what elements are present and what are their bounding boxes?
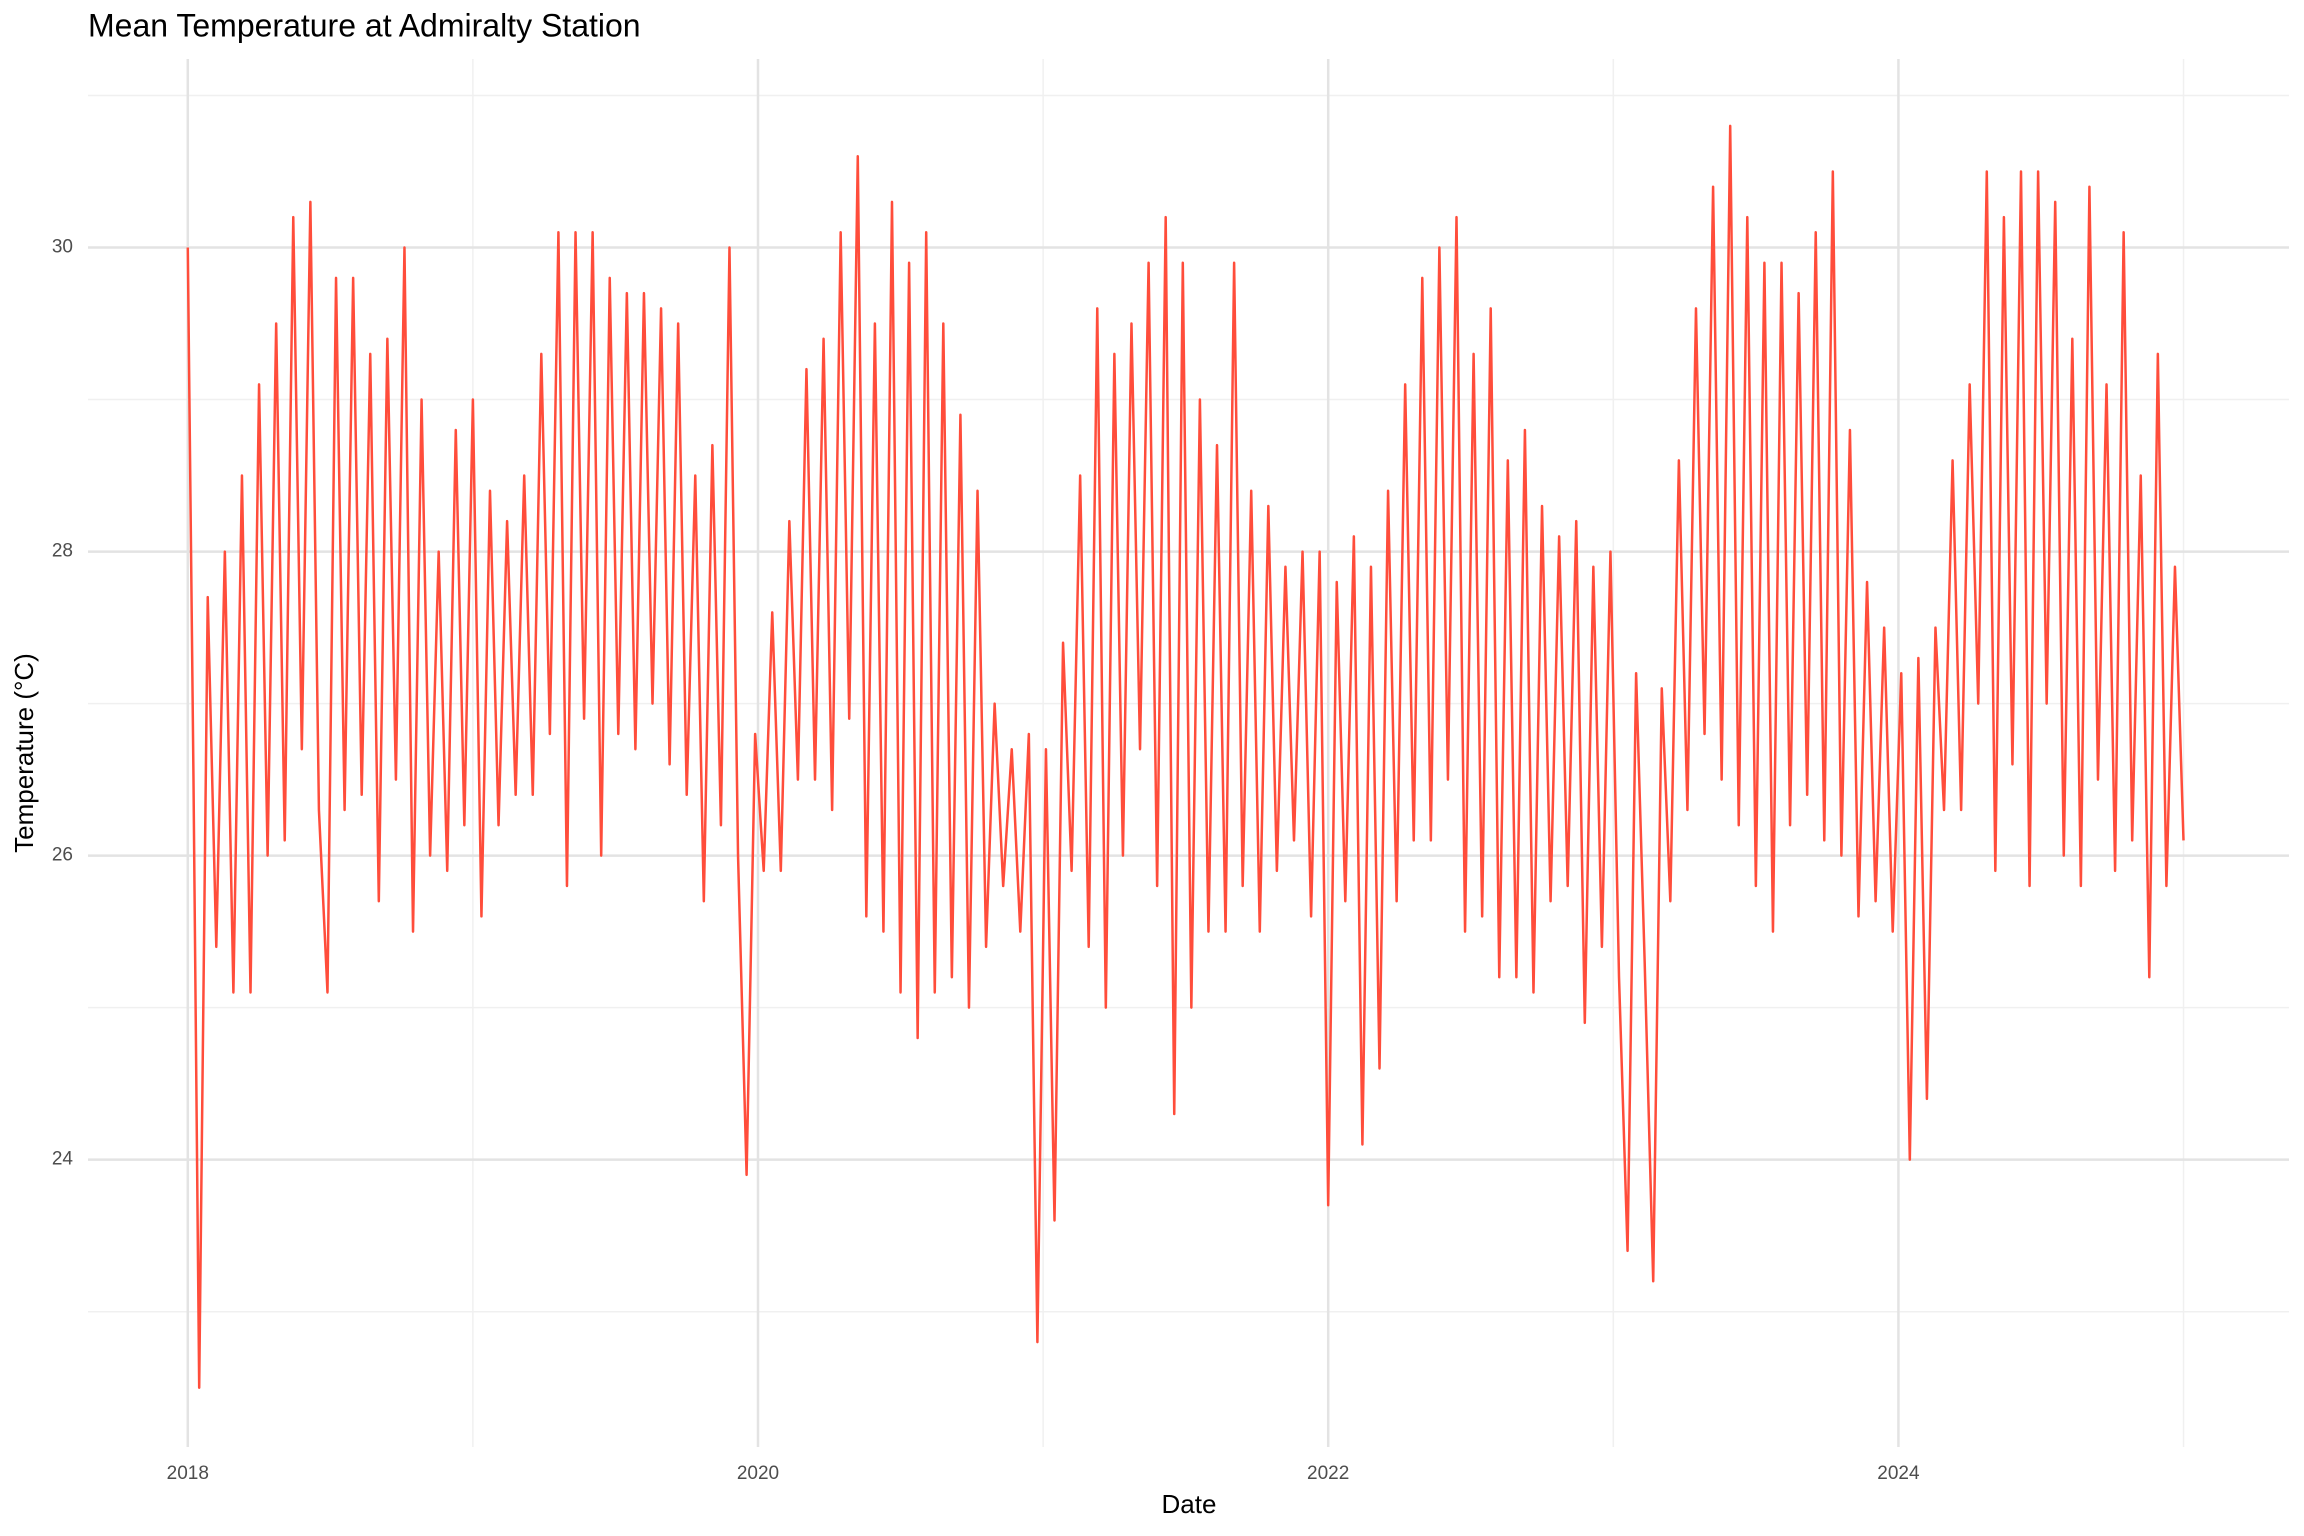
y-tick-label: 26 (52, 845, 73, 866)
x-tick-label: 2022 (1307, 1463, 1349, 1484)
y-tick-label: 28 (52, 541, 73, 562)
x-axis-title: Date (1162, 1489, 1217, 1519)
x-tick-label: 2024 (1877, 1463, 1920, 1484)
y-tick-label: 30 (52, 237, 73, 258)
x-tick-label: 2020 (737, 1463, 779, 1484)
y-tick-label: 24 (52, 1149, 74, 1170)
x-tick-label: 2018 (167, 1463, 209, 1484)
chart-title: Mean Temperature at Admiralty Station (88, 7, 641, 43)
y-axis-title: Temperature (°C) (9, 653, 39, 853)
line (186, 124, 2185, 1389)
